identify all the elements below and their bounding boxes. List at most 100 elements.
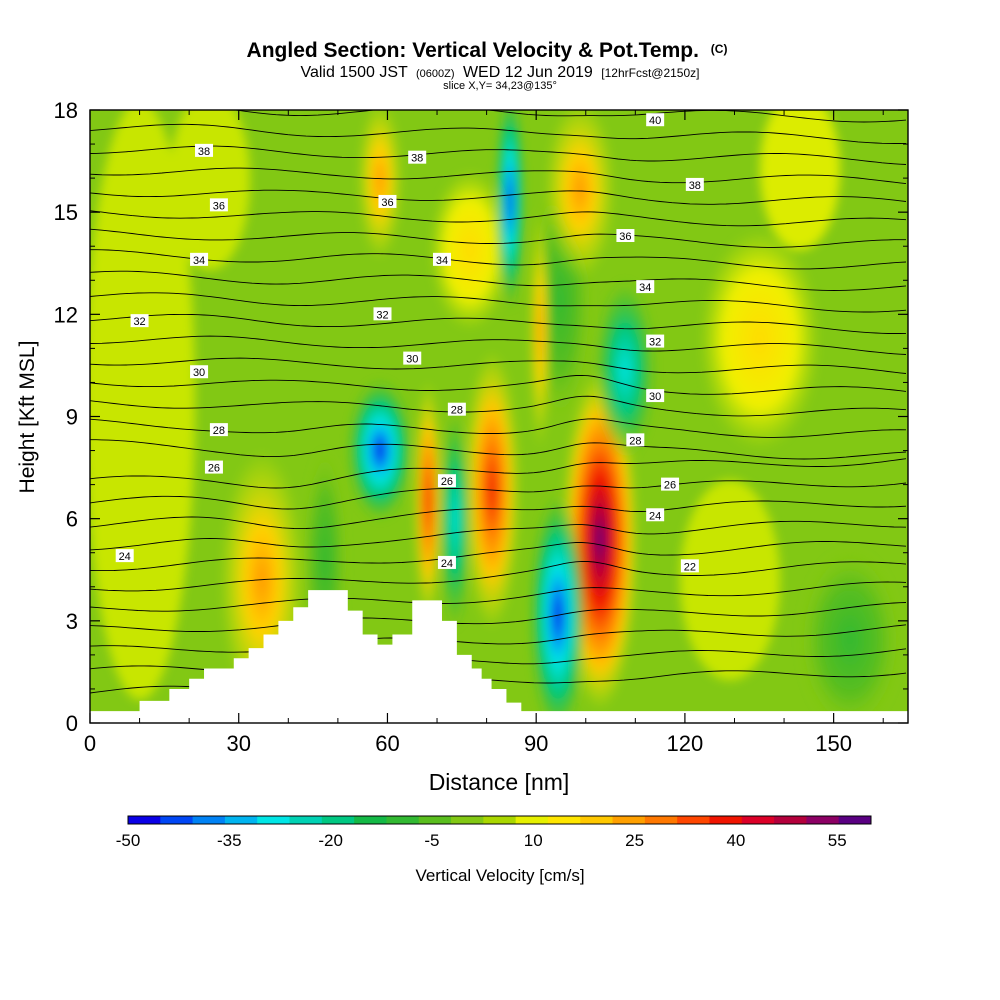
isentrope-label-box [626, 433, 645, 447]
isentrope-label: 36 [616, 229, 635, 243]
isentrope-label: 32 [130, 314, 149, 328]
colorbar-swatch [257, 816, 291, 824]
updraft-cell-upper-right [545, 110, 615, 280]
isentrope-label-text: 28 [213, 425, 225, 437]
isentrope-label-box [447, 402, 466, 416]
colorbar-swatch [580, 816, 614, 824]
isentrope-line [232, 110, 907, 123]
colorbar-tick-label: -5 [424, 831, 439, 850]
isentrope-label-text: 34 [193, 255, 205, 267]
isentrope-label-text: 24 [649, 510, 661, 522]
isentrope-line [90, 458, 907, 489]
colorbar-swatch [483, 816, 517, 824]
isentrope-label-box [130, 314, 149, 328]
field-yellow-upper-left [170, 110, 250, 270]
isentrope-label: 26 [437, 474, 456, 488]
downdraft-cell-strong [530, 495, 586, 723]
isentrope-line [90, 500, 907, 530]
x-tick-label: 0 [84, 731, 96, 756]
isentrope-line [90, 167, 907, 185]
isentrope-line [90, 145, 907, 165]
isentrope-label-text: 26 [664, 480, 676, 492]
isentrope-label: 32 [373, 307, 392, 321]
updraft-cell-upper [358, 110, 402, 260]
isentrope-line [90, 123, 907, 144]
isentrope-line [90, 189, 907, 205]
colorbar-swatch [354, 816, 387, 824]
isentrope-label: 24 [437, 555, 456, 570]
isentrope-label: 28 [626, 433, 645, 447]
isentrope-label: 36 [378, 194, 397, 209]
isentrope-label-box [408, 150, 427, 164]
isentrope-label-box [195, 143, 214, 157]
isentrope-label: 28 [447, 402, 466, 417]
isentrope-label-box [209, 423, 228, 437]
isentrope-label-text: 26 [441, 476, 453, 488]
isentrope-label-text: 40 [649, 115, 661, 127]
colorbar-swatch [806, 816, 840, 824]
isentrope-label-text: 34 [436, 255, 448, 267]
isentrope-label-text: 38 [689, 180, 701, 192]
field-yellow-right-low [680, 480, 780, 680]
isentrope-label-text: 30 [406, 354, 418, 366]
colorbar-swatch [224, 816, 258, 824]
chart-title: Angled Section: Vertical Velocity & Pot.… [247, 39, 728, 62]
isentrope-label: 24 [646, 508, 665, 522]
x-axis-label: Distance [nm] [429, 769, 570, 795]
colorbar-tick-label: 40 [726, 831, 745, 850]
isentrope-line [90, 374, 907, 395]
isentrope-label-box [378, 194, 397, 208]
colorbar-swatch [160, 816, 194, 824]
isentrope-label-text: 32 [649, 337, 661, 349]
isentrope-line [90, 560, 907, 592]
isentrope-label-box [373, 307, 392, 321]
isentrope-label-text: 34 [639, 282, 651, 294]
isentrope-label-text: 32 [133, 316, 145, 328]
isentrope-label-text: 22 [684, 561, 696, 573]
isentrope-label: 32 [646, 334, 665, 349]
chart-subtitle: Valid 1500 JST (0600Z) WED 12 Jun 2019 [… [300, 64, 699, 81]
y-axis-label: Height [Kft MSL] [16, 341, 39, 494]
isentrope-label-box [403, 351, 422, 365]
isentrope-label-box [646, 334, 665, 348]
downdraft-cell-right [595, 280, 655, 460]
isentrope-label: 26 [204, 460, 223, 475]
colorbar-swatch [612, 816, 646, 824]
x-tick-label: 60 [375, 731, 399, 756]
isentrope-label-box [636, 280, 655, 294]
isentrope-label: 24 [115, 549, 134, 563]
colorbar-swatch [547, 816, 581, 824]
x-axis: 0 30 60 90 120 150 [84, 110, 884, 756]
colorbar-tick-label: -35 [217, 831, 242, 850]
isentrope-label: 36 [209, 198, 228, 212]
isentrope-label-text: 24 [441, 558, 453, 570]
y-tick-label: 12 [54, 302, 78, 327]
isentrope-line [90, 439, 907, 460]
y-tick-label: 6 [66, 507, 78, 532]
isentrope-label-text: 36 [619, 231, 631, 243]
isentrope-label-text: 30 [649, 391, 661, 403]
colorbar-frame [127, 815, 872, 825]
isentrope-label: 38 [408, 150, 427, 165]
field-yellow-right-top [760, 110, 840, 250]
isentrope-line [90, 335, 907, 355]
isentrope-line [90, 357, 907, 374]
isentrope-label: 34 [432, 252, 451, 267]
isentrope-label-box [685, 177, 704, 191]
field-yellow-right [700, 230, 820, 450]
isentrope-line [90, 270, 907, 291]
colorbar-swatch [774, 816, 807, 824]
isentrope-label-box [616, 229, 635, 243]
isentrope-label-text: 38 [411, 153, 423, 165]
downdraft-cell-center [439, 410, 471, 630]
colorbar-swatch [709, 816, 743, 824]
colorbar-swatch [386, 816, 420, 824]
isentrope-line [90, 249, 907, 270]
isentrope-line [90, 541, 907, 572]
isentrope-label-text: 30 [193, 367, 205, 379]
colorbar-swatch [451, 816, 484, 824]
field-green-right [800, 550, 900, 723]
isentrope-line [90, 520, 907, 551]
isentrope-labels: 38 36 34 32 30 28 26 24 38 36 34 32 30 28 26 24 40 38 36 34… [115, 113, 704, 573]
